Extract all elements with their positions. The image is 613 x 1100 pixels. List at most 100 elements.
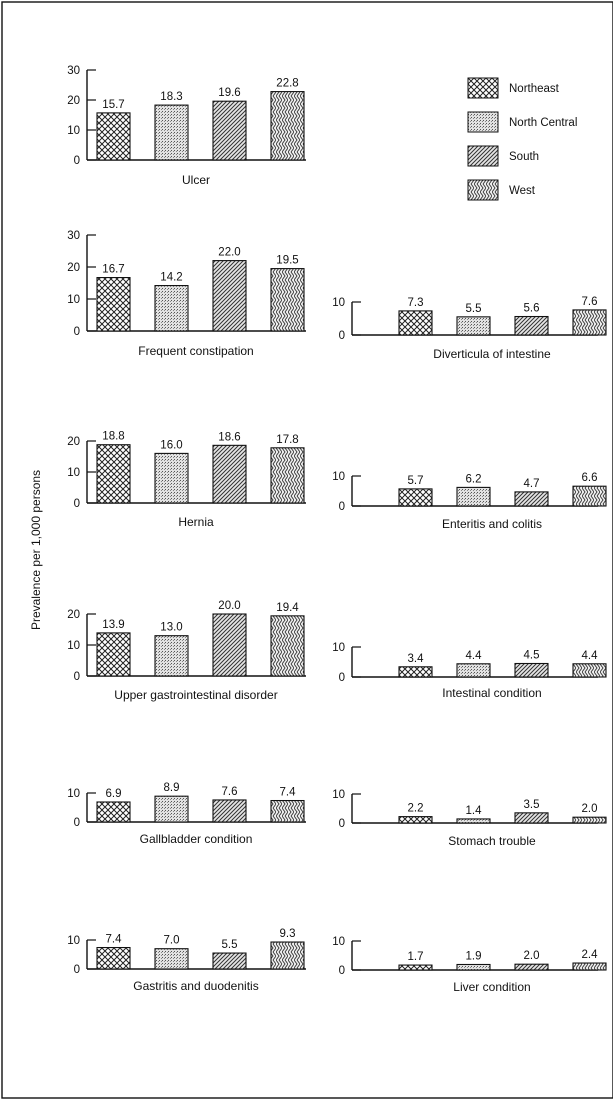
y-tick-label: 0 xyxy=(339,330,345,342)
legend-label-north-central: North Central xyxy=(509,117,577,129)
bar-west xyxy=(572,663,607,678)
bar-value-label: 6.9 xyxy=(106,788,122,800)
bar-south xyxy=(212,799,247,823)
bar-value-label: 5.5 xyxy=(222,939,238,951)
y-tick-label: 20 xyxy=(67,609,80,621)
y-tick-label: 20 xyxy=(67,95,80,107)
chart-title: Stomach trouble xyxy=(448,834,536,848)
bar-value-label: 3.5 xyxy=(524,799,540,811)
bar-north-central xyxy=(456,316,491,336)
bar-south xyxy=(212,613,247,677)
bar-south xyxy=(212,100,247,161)
bar-west xyxy=(572,962,607,971)
bar-value-label: 3.4 xyxy=(408,653,425,665)
y-tick-label: 10 xyxy=(67,788,80,800)
bar-north-central xyxy=(154,948,189,970)
chart-upper-gastrointestinal-disorder: 0 10 20 13.9 13.0 20.0 19.4 Upper gastrointesti… xyxy=(67,600,306,702)
bar-west xyxy=(270,615,305,677)
chart-intestinal-condition: 0 10 3.4 4.4 4.5 4.4 Intestinal condition xyxy=(332,642,607,700)
y-tick-label: 30 xyxy=(67,65,80,77)
bar-north-central xyxy=(154,452,189,504)
bar-northeast xyxy=(96,946,131,970)
bar-value-label: 19.5 xyxy=(276,255,298,267)
bar-value-label: 15.7 xyxy=(102,99,124,111)
legend: Northeast North Central South West xyxy=(467,77,577,201)
chart-hernia: 0 10 20 18.8 16.0 18.6 17.8 Hernia xyxy=(67,431,306,529)
bar-value-label: 5.6 xyxy=(524,303,540,315)
bar-northeast xyxy=(96,801,131,823)
bar-south xyxy=(514,812,549,824)
bar-value-label: 7.0 xyxy=(164,935,180,947)
y-tick-label: 30 xyxy=(67,230,80,242)
bar-value-label: 4.5 xyxy=(524,650,540,662)
chart-title: Liver condition xyxy=(453,980,530,994)
bar-west xyxy=(270,447,305,504)
y-tick-label: 0 xyxy=(339,501,345,513)
legend-label-northeast: Northeast xyxy=(509,83,560,95)
y-tick-label: 10 xyxy=(67,294,80,306)
bar-value-label: 2.0 xyxy=(524,950,540,962)
y-tick-label: 10 xyxy=(332,642,345,654)
chart-ulcer: 0 10 20 30 15.7 18.3 19.6 22.8 Ulcer xyxy=(67,65,306,187)
chart-title: Gastritis and duodenitis xyxy=(133,979,258,993)
bar-south xyxy=(212,952,247,970)
bar-northeast xyxy=(96,277,131,332)
y-tick-label: 0 xyxy=(74,155,80,167)
chart-title: Diverticula of intestine xyxy=(433,347,551,361)
y-tick-label: 10 xyxy=(67,935,80,947)
chart-liver-condition: 0 10 1.7 1.9 2.0 2.4 Liver condition xyxy=(332,936,607,994)
chart-stomach-trouble: 0 10 2.2 1.4 3.5 2.0 Stomach trouble xyxy=(332,789,607,848)
y-tick-label: 10 xyxy=(67,467,80,479)
bar-south xyxy=(212,260,247,332)
bar-value-label: 4.4 xyxy=(582,650,599,662)
bar-north-central xyxy=(154,104,189,161)
chart-title: Intestinal condition xyxy=(442,686,541,700)
bar-value-label: 13.0 xyxy=(160,622,182,634)
bar-south xyxy=(514,315,549,336)
bar-value-label: 22.0 xyxy=(218,247,240,259)
bar-west xyxy=(572,816,607,824)
bar-north-central xyxy=(456,818,491,824)
chart-title: Upper gastrointestinal disorder xyxy=(114,688,277,702)
bar-value-label: 18.8 xyxy=(102,431,124,443)
bar-north-central xyxy=(154,795,189,823)
bar-value-label: 1.7 xyxy=(408,951,424,963)
bar-value-label: 19.6 xyxy=(218,87,240,99)
bar-value-label: 7.3 xyxy=(408,297,424,309)
bar-value-label: 5.5 xyxy=(466,303,482,315)
legend-swatch-north-central xyxy=(467,111,499,133)
bar-value-label: 8.9 xyxy=(164,782,180,794)
legend-label-south: South xyxy=(509,151,539,163)
y-tick-label: 10 xyxy=(332,297,345,309)
y-tick-label: 10 xyxy=(332,789,345,801)
bar-north-central xyxy=(154,635,189,677)
bar-value-label: 4.7 xyxy=(524,478,540,490)
bar-northeast xyxy=(96,444,131,504)
bar-northeast xyxy=(398,310,433,336)
y-tick-label: 10 xyxy=(332,936,345,948)
bar-value-label: 18.6 xyxy=(218,431,240,443)
y-axis-label: Prevalence per 1,000 persons xyxy=(29,470,43,630)
y-tick-label: 20 xyxy=(67,436,80,448)
bar-value-label: 19.4 xyxy=(276,602,299,614)
bar-value-label: 9.3 xyxy=(280,928,296,940)
chart-diverticula-of-intestine: 0 10 7.3 5.5 5.6 7.6 Diverticula of intestine xyxy=(332,296,607,361)
bar-west xyxy=(572,485,607,507)
bar-value-label: 18.3 xyxy=(160,91,182,103)
y-tick-label: 0 xyxy=(339,818,345,830)
bar-value-label: 6.2 xyxy=(466,473,482,485)
bar-value-label: 7.4 xyxy=(106,934,123,946)
bar-value-label: 14.2 xyxy=(160,272,182,284)
bar-value-label: 16.0 xyxy=(160,439,182,451)
bar-value-label: 1.9 xyxy=(466,950,482,962)
bar-value-label: 22.8 xyxy=(276,78,298,90)
chart-enteritis-and-colitis: 0 10 5.7 6.2 4.7 6.6 Enteritis and colitis xyxy=(332,471,607,531)
bar-value-label: 1.4 xyxy=(466,805,483,817)
bar-north-central xyxy=(456,963,491,971)
chart-gallbladder-condition: 0 10 6.9 8.9 7.6 7.4 Gallbladder condition xyxy=(67,782,306,846)
bar-south xyxy=(212,444,247,504)
charts-container: 0 10 20 30 15.7 18.3 19.6 22.8 Ulcer 0 10 20 30 16.7 1… xyxy=(67,65,607,994)
y-tick-label: 0 xyxy=(74,326,80,338)
y-tick-label: 0 xyxy=(74,817,80,829)
bar-value-label: 16.7 xyxy=(102,264,124,276)
